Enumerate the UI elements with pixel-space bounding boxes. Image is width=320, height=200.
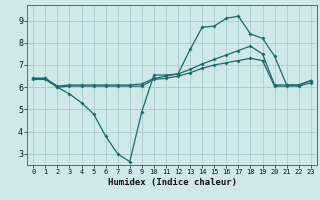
X-axis label: Humidex (Indice chaleur): Humidex (Indice chaleur) (108, 178, 236, 187)
